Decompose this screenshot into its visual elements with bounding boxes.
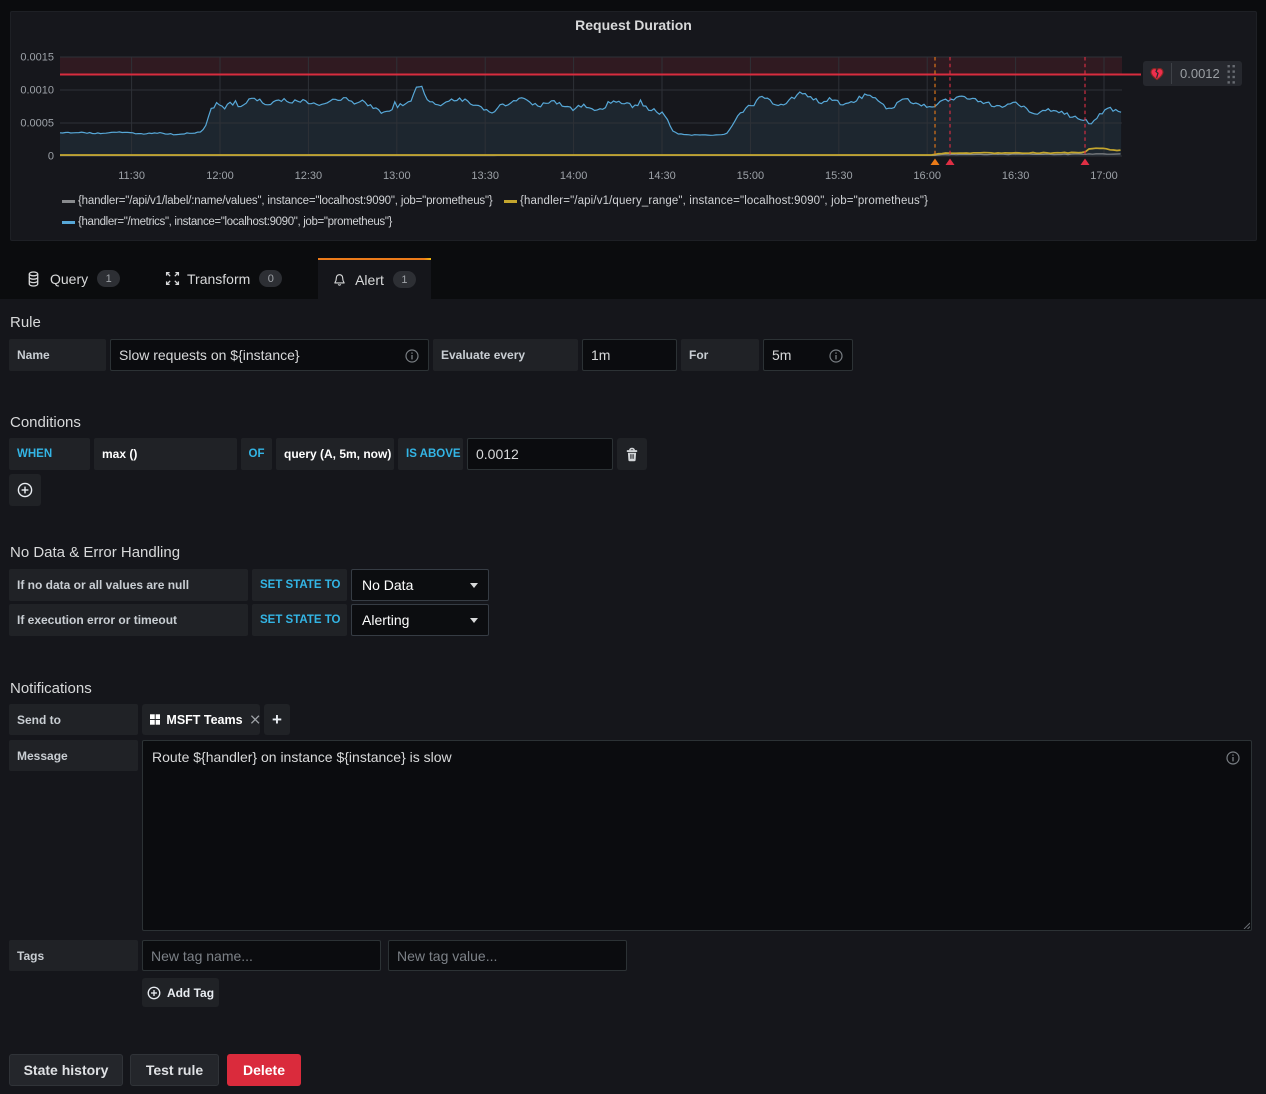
svg-text:16:00: 16:00 (913, 170, 941, 182)
svg-text:14:00: 14:00 (560, 170, 588, 182)
svg-text:0.0015: 0.0015 (20, 52, 54, 64)
svg-text:0.0010: 0.0010 (20, 85, 54, 97)
svg-text:16:30: 16:30 (1002, 170, 1030, 182)
svg-text:0: 0 (48, 151, 54, 163)
svg-text:13:30: 13:30 (471, 170, 499, 182)
svg-text:0.0005: 0.0005 (20, 118, 54, 130)
svg-text:12:30: 12:30 (295, 170, 323, 182)
svg-text:15:30: 15:30 (825, 170, 853, 182)
svg-text:13:00: 13:00 (383, 170, 411, 182)
svg-text:12:00: 12:00 (206, 170, 234, 182)
svg-text:15:00: 15:00 (737, 170, 765, 182)
svg-text:14:30: 14:30 (648, 170, 676, 182)
svg-text:11:30: 11:30 (118, 170, 145, 182)
svg-text:17:00: 17:00 (1090, 170, 1118, 182)
